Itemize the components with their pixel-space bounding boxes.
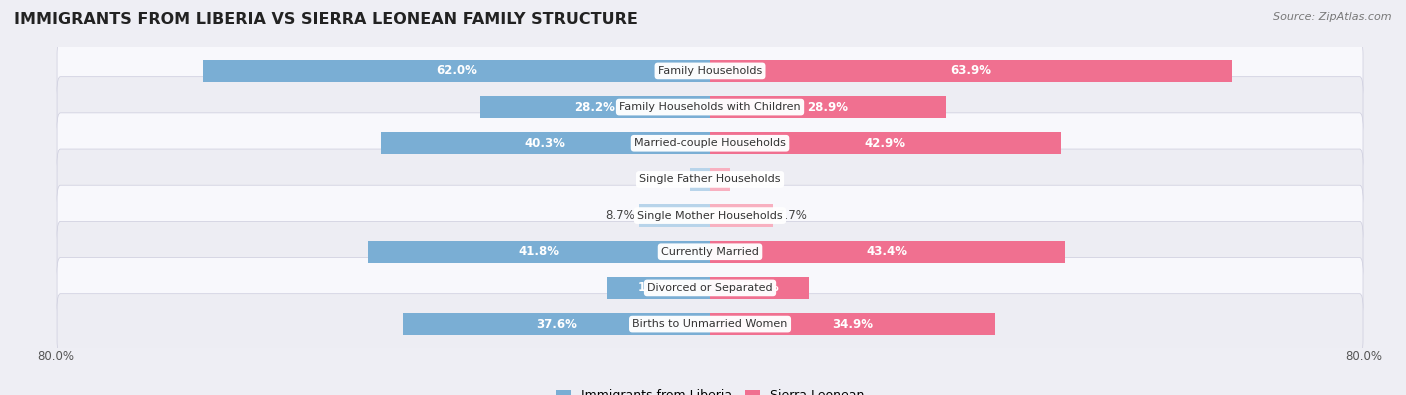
Bar: [710, 313, 995, 335]
Text: Source: ZipAtlas.com: Source: ZipAtlas.com: [1274, 12, 1392, 22]
Text: IMMIGRANTS FROM LIBERIA VS SIERRA LEONEAN FAMILY STRUCTURE: IMMIGRANTS FROM LIBERIA VS SIERRA LEONEA…: [14, 12, 638, 27]
Text: 28.9%: 28.9%: [807, 101, 849, 114]
Text: Single Mother Households: Single Mother Households: [637, 211, 783, 220]
Bar: [368, 241, 710, 263]
Text: 8.7%: 8.7%: [605, 209, 636, 222]
FancyBboxPatch shape: [58, 294, 1362, 354]
FancyBboxPatch shape: [58, 77, 1362, 137]
FancyBboxPatch shape: [58, 149, 1362, 210]
Text: 43.4%: 43.4%: [868, 245, 908, 258]
Text: 62.0%: 62.0%: [436, 64, 477, 77]
FancyBboxPatch shape: [58, 258, 1362, 318]
Bar: [710, 277, 808, 299]
Text: Family Households with Children: Family Households with Children: [619, 102, 801, 112]
Text: 34.9%: 34.9%: [832, 318, 873, 331]
Bar: [381, 132, 710, 154]
Bar: [638, 204, 710, 227]
Text: 12.6%: 12.6%: [638, 281, 679, 294]
Text: Single Father Households: Single Father Households: [640, 175, 780, 184]
Text: Births to Unmarried Women: Births to Unmarried Women: [633, 319, 787, 329]
Bar: [204, 60, 710, 82]
Bar: [607, 277, 710, 299]
Text: 63.9%: 63.9%: [950, 64, 991, 77]
FancyBboxPatch shape: [58, 41, 1362, 101]
Text: 2.5%: 2.5%: [655, 173, 686, 186]
Text: 42.9%: 42.9%: [865, 137, 905, 150]
Bar: [710, 168, 731, 191]
Text: 7.7%: 7.7%: [778, 209, 807, 222]
Bar: [689, 168, 710, 191]
Bar: [710, 204, 773, 227]
Text: 37.6%: 37.6%: [536, 318, 576, 331]
Text: 12.1%: 12.1%: [740, 281, 780, 294]
Text: Family Households: Family Households: [658, 66, 762, 76]
Bar: [479, 96, 710, 118]
Text: Divorced or Separated: Divorced or Separated: [647, 283, 773, 293]
Bar: [710, 60, 1232, 82]
Bar: [710, 241, 1064, 263]
Bar: [710, 132, 1060, 154]
Bar: [710, 96, 946, 118]
Text: Married-couple Households: Married-couple Households: [634, 138, 786, 148]
Text: Currently Married: Currently Married: [661, 247, 759, 257]
Text: 41.8%: 41.8%: [519, 245, 560, 258]
Legend: Immigrants from Liberia, Sierra Leonean: Immigrants from Liberia, Sierra Leonean: [551, 384, 869, 395]
FancyBboxPatch shape: [58, 185, 1362, 246]
FancyBboxPatch shape: [58, 113, 1362, 174]
FancyBboxPatch shape: [58, 221, 1362, 282]
Text: 2.5%: 2.5%: [734, 173, 765, 186]
Text: 40.3%: 40.3%: [524, 137, 565, 150]
Bar: [402, 313, 710, 335]
Text: 28.2%: 28.2%: [575, 101, 616, 114]
